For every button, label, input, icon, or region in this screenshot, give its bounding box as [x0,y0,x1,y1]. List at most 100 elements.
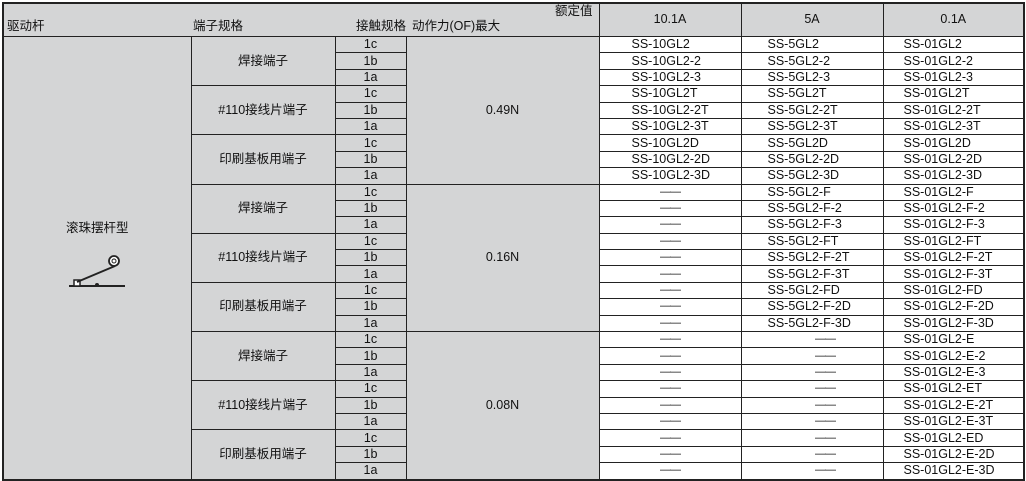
not-available-dash: —— [598,462,742,481]
contact-cell: 1a [334,314,407,333]
not-available-dash: —— [598,281,742,300]
contact-cell: 1b [334,347,407,365]
not-available-dash: —— [598,298,742,316]
model-number-cell: SS-5GL2D [740,134,884,152]
terminal-type-cell: 焊接端子 [190,35,336,87]
model-number-cell: SS-5GL2-3 [740,68,884,87]
header-contact: 接触规格 [335,3,406,37]
model-number-cell: SS-5GL2T [740,85,884,103]
header-amp-10-1a: 10.1A [598,2,742,37]
not-available-dash: —— [598,412,742,431]
header-driver: 驱动杆 [3,3,191,37]
contact-cell: 1c [334,331,407,349]
not-available-dash: —— [598,199,742,218]
model-number-cell: SS-5GL2 [740,35,884,54]
contact-cell: 1a [334,412,407,431]
table-row: 1b —— —— SS-01GL2-E-2T [3,396,1025,414]
terminal-type-cell: 印刷基板用端子 [190,281,336,333]
contact-cell: 1a [334,167,407,185]
model-number-cell: SS-01GL2D [882,134,1025,152]
model-number-cell: SS-10GL2-2T [598,101,742,119]
contact-cell: 1b [334,445,407,464]
model-number-cell: SS-01GL2-E [882,331,1025,349]
force-cell: 0.08N [405,331,600,481]
model-number-cell: SS-01GL2-E-2D [882,445,1025,464]
contact-cell: 1a [334,462,407,481]
not-available-dash: —— [598,380,742,398]
force-cell: 0.49N [405,36,600,185]
not-available-dash: —— [598,363,742,382]
contact-cell: 1c [334,429,407,447]
terminal-type-cell: 印刷基板用端子 [190,429,336,481]
table-row: 1b —— —— SS-01GL2-E-2 [3,347,1025,365]
model-number-cell: SS-01GL2-3D [882,167,1025,185]
contact-cell: 1c [334,380,407,398]
model-number-cell: SS-01GL2-ET [882,380,1025,398]
model-number-cell: SS-01GL2-F-3T [882,265,1025,283]
contact-cell: 1b [334,199,407,218]
contact-cell: 1a [334,363,407,382]
not-available-dash: —— [740,396,884,414]
table-row: 1a SS-10GL2-3 SS-5GL2-3 SS-01GL2-3 [3,68,1025,87]
contact-cell: 1c [334,35,407,54]
not-available-dash: —— [740,412,884,431]
contact-cell: 1b [334,52,407,70]
model-number-cell: SS-01GL2-E-2 [882,347,1025,365]
not-available-dash: —— [598,216,742,234]
not-available-dash: —— [740,429,884,447]
model-number-cell: SS-01GL2-2T [882,101,1025,119]
model-number-cell: SS-5GL2-F-2D [740,298,884,316]
model-number-cell: SS-5GL2-FD [740,281,884,300]
model-number-cell: SS-5GL2-FT [740,232,884,251]
contact-cell: 1b [334,101,407,119]
not-available-dash: —— [598,445,742,464]
table-row: 焊接端子 1c 0.08N —— —— SS-01GL2-E [3,331,1025,481]
table-row: 印刷基板用端子 1c —— SS-5GL2-FD SS-01GL2-FD [3,281,1025,333]
model-number-cell: SS-01GL2-F-2D [882,298,1025,316]
table-row: 1b SS-10GL2-2 SS-5GL2-2 SS-01GL2-2 [3,52,1025,70]
model-number-cell: SS-5GL2-F-3T [740,265,884,283]
header-amp-5a: 5A [740,2,884,37]
terminal-type-cell: #110接线片端子 [190,380,336,431]
table-row: 印刷基板用端子 1c —— —— SS-01GL2-ED [3,429,1025,481]
model-number-cell: SS-01GL2-E-2T [882,396,1025,414]
not-available-dash: —— [598,314,742,333]
contact-cell: 1c [334,281,407,300]
model-number-cell: SS-01GL2-3T [882,117,1025,136]
model-number-cell: SS-01GL2-ED [882,429,1025,447]
terminal-type-cell: 焊接端子 [190,183,336,234]
table-row: 1b —— SS-5GL2-F-2 SS-01GL2-F-2 [3,199,1025,218]
contact-cell: 1b [334,249,407,267]
not-available-dash: —— [740,380,884,398]
table-row: #110接线片端子 1c —— —— SS-01GL2-ET [3,380,1025,431]
model-number-cell: SS-01GL2-F-2 [882,199,1025,218]
model-number-cell: SS-01GL2-FD [882,281,1025,300]
not-available-dash: —— [598,232,742,251]
table-row: 1a SS-10GL2-3D SS-5GL2-3D SS-01GL2-3D [3,167,1025,185]
header-force: 额定值 动作力(OF)最大 [406,3,599,37]
model-number-cell: SS-5GL2-F-2 [740,199,884,218]
contact-cell: 1c [334,232,407,251]
contact-cell: 1a [334,68,407,87]
not-available-dash: —— [598,249,742,267]
model-number-cell: SS-5GL2-2 [740,52,884,70]
contact-cell: 1c [334,85,407,103]
model-number-cell: SS-01GL2-F-3D [882,314,1025,333]
header-rated: 额定值 [554,4,593,18]
terminal-type-cell: #110接线片端子 [190,232,336,283]
model-number-cell: SS-01GL2-E-3D [882,462,1025,481]
not-available-dash: —— [740,347,884,365]
contact-cell: 1c [334,134,407,152]
header-amp-0-1a: 0.1A [882,2,1025,37]
table-row: 1b SS-10GL2-2D SS-5GL2-2D SS-01GL2-2D [3,150,1025,169]
table-row: 1b —— SS-5GL2-F-2T SS-01GL2-F-2T [3,249,1025,267]
terminal-type-cell: 焊接端子 [190,331,336,382]
model-number-cell: SS-5GL2-3D [740,167,884,185]
contact-cell: 1c [334,183,407,201]
not-available-dash: —— [598,429,742,447]
model-number-cell: SS-5GL2-F [740,183,884,201]
model-number-cell: SS-01GL2 [882,35,1025,54]
model-number-cell: SS-01GL2-F-3 [882,216,1025,234]
table-row: 1a —— SS-5GL2-F-3T SS-01GL2-F-3T [3,265,1025,283]
